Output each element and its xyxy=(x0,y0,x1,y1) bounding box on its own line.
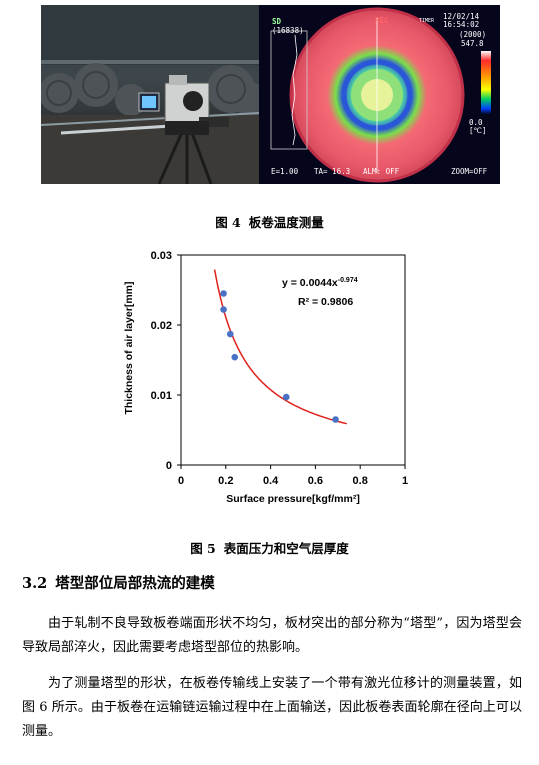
section-title: 塔型部位局部热流的建模 xyxy=(55,575,215,592)
fit-r-squared: R² = 0.9806 xyxy=(298,296,353,308)
fit-curve-layer xyxy=(213,269,347,425)
pressure-thickness-chart: 0 0.2 0.4 0.6 0.8 1 0 0.01 0.02 0.03 Thickness of… xyxy=(123,250,408,505)
zoom-readout: ZOOM=OFF xyxy=(451,167,488,176)
fit-equation-base: y = 0.0044x xyxy=(282,277,338,289)
y-tick-label-0: 0 xyxy=(166,460,172,472)
figure-4-caption-text: 板卷温度测量 xyxy=(248,215,324,230)
plant-photo xyxy=(41,5,259,184)
data-points-layer xyxy=(220,290,339,423)
sd-mode-label: SD xyxy=(272,17,282,26)
paragraph-2: 为了测量塔型的形状，在板卷传输线上安装了一个带有激光位移计的测量装置，如图 6 … xyxy=(22,676,522,739)
scale-max-label: 547.8 xyxy=(461,39,484,48)
figure-4-caption: 图 4 板卷温度测量 xyxy=(0,212,539,231)
data-point-2 xyxy=(226,330,234,338)
time-readout: 16:54:02 xyxy=(443,20,480,29)
x-tick-label-3: 0.6 xyxy=(308,475,323,487)
alarm-readout: ALM: OFF xyxy=(363,167,400,176)
paragraph-1: 由于轧制不良导致板卷端面形状不均匀，板材突出的部分称为“塔型”，因为塔型会导致局… xyxy=(22,616,522,655)
chart-axes xyxy=(177,254,406,469)
data-point-0 xyxy=(220,290,227,297)
data-point-3 xyxy=(231,353,239,361)
figure-5-number: 图 5 xyxy=(190,541,216,556)
x-tick-label-1: 0.2 xyxy=(218,475,233,487)
date-readout: 12/02/14 xyxy=(443,12,480,21)
plot-frame xyxy=(180,254,406,466)
scale-top-label: (2000) xyxy=(459,30,487,39)
timer-label: TIMER xyxy=(419,18,435,24)
figure-5-caption-text: 表面压力和空气层厚度 xyxy=(223,541,349,556)
x-tick-label-0: 0 xyxy=(178,475,184,487)
figure-5-caption: 图 5 表面压力和空气层厚度 xyxy=(0,538,539,557)
fit-equation-exponent: -0.974 xyxy=(338,277,358,284)
data-point-1 xyxy=(220,306,227,313)
x-tick-label-2: 0.4 xyxy=(263,475,279,487)
y-tick-label-3: 0.03 xyxy=(151,250,172,262)
y-tick-label-2: 0.02 xyxy=(151,320,172,332)
emissivity-readout: E=1.00 xyxy=(271,167,299,176)
x-tick-label-5: 1 xyxy=(402,475,408,487)
scale-min-label: 0.0 xyxy=(469,118,483,127)
y-tick-label-1: 0.01 xyxy=(151,390,172,402)
camera-scene-illustration xyxy=(41,5,259,184)
temperature-unit: [℃] xyxy=(469,126,487,135)
data-point-5 xyxy=(332,416,339,423)
rec-label: REC xyxy=(375,16,389,25)
figure-4-number: 图 4 xyxy=(215,215,241,230)
frame-count: (16838) xyxy=(272,26,304,35)
fit-curve xyxy=(213,269,347,425)
fit-equation: y = 0.0044x-0.974 xyxy=(282,277,358,289)
y-axis-label: Thickness of air layer[mm] xyxy=(123,281,135,414)
thermal-coil-graphic xyxy=(259,5,500,184)
tick-labels-layer: 0 0.2 0.4 0.6 0.8 1 0 0.01 0.02 0.03 xyxy=(151,250,408,487)
thermal-image: SD (16838) REC TIMER 12/02/14 16:54:02 (… xyxy=(259,5,500,184)
data-point-4 xyxy=(282,393,290,401)
section-number: 3.2 xyxy=(22,575,48,592)
x-tick-label-4: 0.8 xyxy=(353,475,368,487)
section-heading: 3.2 塔型部位局部热流的建模 xyxy=(22,572,215,593)
x-axis-label: Surface pressure[kgf/mm²] xyxy=(226,493,360,505)
figure-4: SD (16838) REC TIMER 12/02/14 16:54:02 (… xyxy=(41,5,500,184)
ambient-readout: TA= 16.3 xyxy=(314,167,351,176)
